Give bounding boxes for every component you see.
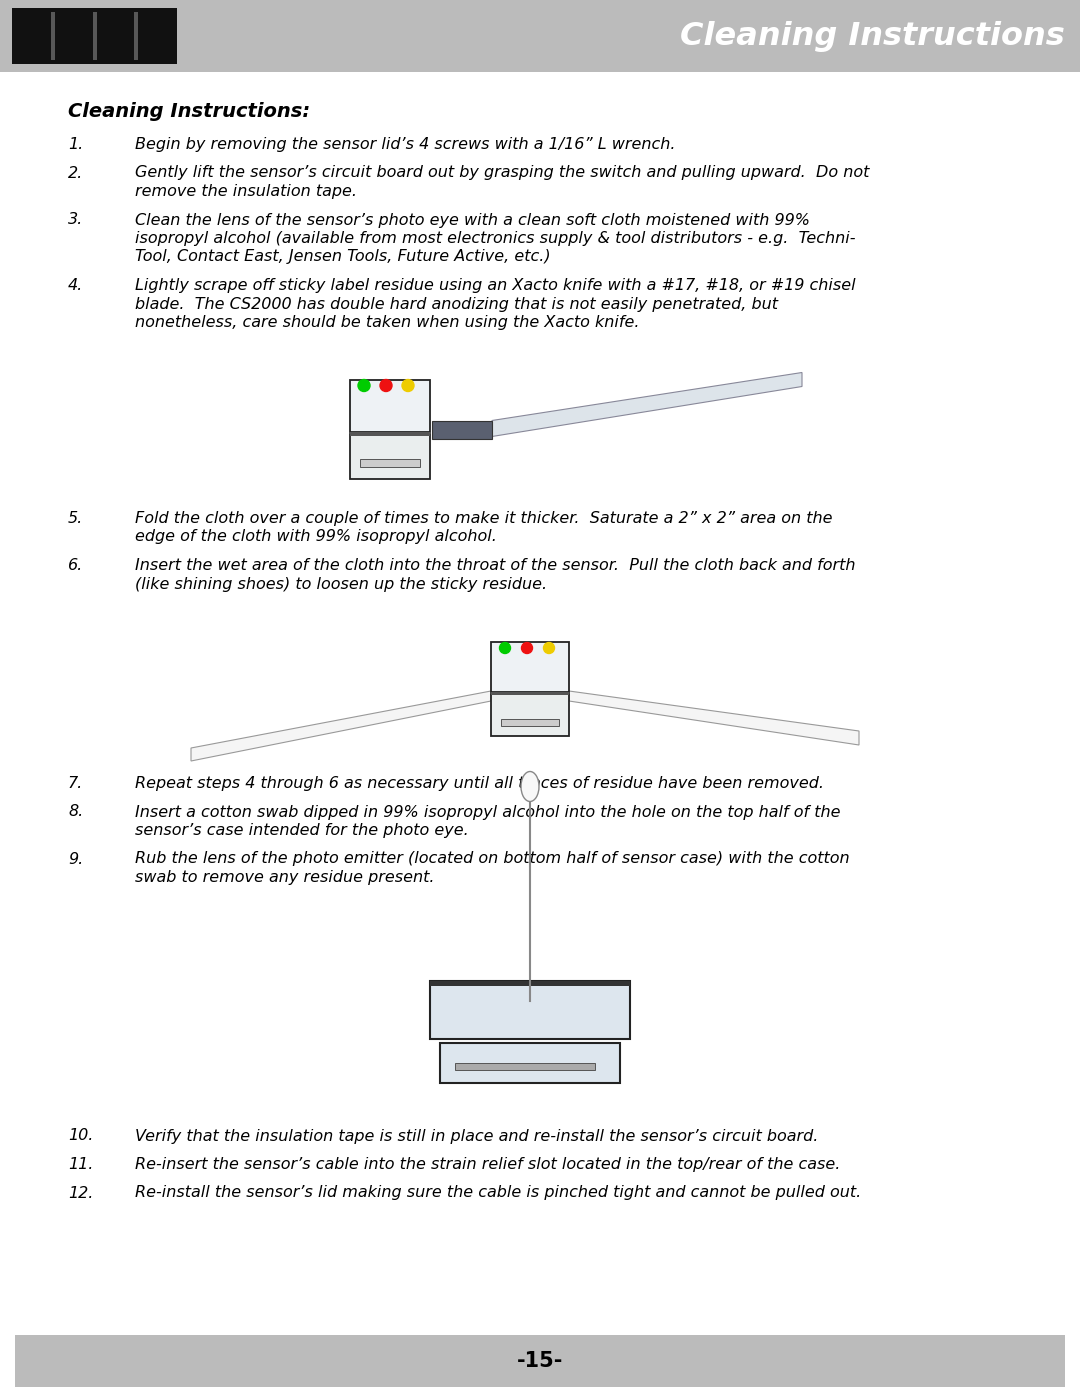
Bar <box>0 0 1080 73</box>
Bar <box>93 13 96 60</box>
Text: Lightly scrape off sticky label residue using an Xacto knife with a #17, #18, or: Lightly scrape off sticky label residue … <box>135 278 855 293</box>
Bar <box>501 719 559 726</box>
Bar <box>134 13 138 60</box>
Bar <box>491 694 569 736</box>
Circle shape <box>357 380 370 391</box>
Circle shape <box>499 643 511 654</box>
Text: Re-install the sensor’s lid making sure the cable is pinched tight and cannot be: Re-install the sensor’s lid making sure … <box>135 1186 861 1200</box>
Bar <box>430 981 630 1038</box>
Circle shape <box>543 643 554 654</box>
Text: Fold the cloth over a couple of times to make it thicker.  Saturate a 2” x 2” ar: Fold the cloth over a couple of times to… <box>135 511 833 527</box>
Text: Insert a cotton swab dipped in 99% isopropyl alcohol into the hole on the top ha: Insert a cotton swab dipped in 99% isopr… <box>135 805 840 820</box>
Bar <box>15 1336 1065 1387</box>
Bar <box>350 380 430 432</box>
Text: nonetheless, care should be taken when using the Xacto knife.: nonetheless, care should be taken when u… <box>135 314 639 330</box>
Text: 11.: 11. <box>68 1157 93 1172</box>
Text: 3.: 3. <box>68 212 83 228</box>
Text: (like shining shoes) to loosen up the sticky residue.: (like shining shoes) to loosen up the st… <box>135 577 548 591</box>
Text: 10.: 10. <box>68 1129 93 1144</box>
Bar <box>360 458 420 467</box>
Text: remove the insulation tape.: remove the insulation tape. <box>135 184 357 198</box>
Text: isopropyl alcohol (available from most electronics supply & tool distributors - : isopropyl alcohol (available from most e… <box>135 231 855 246</box>
Text: edge of the cloth with 99% isopropyl alcohol.: edge of the cloth with 99% isopropyl alc… <box>135 529 497 545</box>
Circle shape <box>402 380 414 391</box>
Ellipse shape <box>521 771 539 802</box>
Bar <box>430 981 630 985</box>
Text: Insert the wet area of the cloth into the throat of the sensor.  Pull the cloth : Insert the wet area of the cloth into th… <box>135 557 855 573</box>
Text: Verify that the insulation tape is still in place and re-install the sensor’s ci: Verify that the insulation tape is still… <box>135 1129 819 1144</box>
Text: 1.: 1. <box>68 137 83 152</box>
Bar <box>455 1063 595 1070</box>
Bar <box>350 432 430 436</box>
Bar <box>440 1042 620 1083</box>
Circle shape <box>380 380 392 391</box>
Bar <box>51 13 55 60</box>
Text: Clean the lens of the sensor’s photo eye with a clean soft cloth moistened with : Clean the lens of the sensor’s photo eye… <box>135 212 810 228</box>
Text: Cleaning Instructions: Cleaning Instructions <box>680 21 1065 52</box>
Circle shape <box>522 643 532 654</box>
Text: 7.: 7. <box>68 775 83 791</box>
Text: 9.: 9. <box>68 852 83 866</box>
Bar <box>491 643 569 692</box>
Text: 4.: 4. <box>68 278 83 293</box>
Bar <box>491 692 569 694</box>
Text: Begin by removing the sensor lid’s 4 screws with a 1/16” L wrench.: Begin by removing the sensor lid’s 4 scr… <box>135 137 675 152</box>
Bar <box>350 433 430 479</box>
Text: 5.: 5. <box>68 511 83 527</box>
Text: 2.: 2. <box>68 165 83 180</box>
Text: sensor’s case intended for the photo eye.: sensor’s case intended for the photo eye… <box>135 823 469 838</box>
Bar <box>12 8 177 64</box>
Text: 12.: 12. <box>68 1186 93 1200</box>
Text: swab to remove any residue present.: swab to remove any residue present. <box>135 870 434 886</box>
Polygon shape <box>569 692 859 745</box>
Text: Repeat steps 4 through 6 as necessary until all traces of residue have been remo: Repeat steps 4 through 6 as necessary un… <box>135 775 824 791</box>
Text: Gently lift the sensor’s circuit board out by grasping the switch and pulling up: Gently lift the sensor’s circuit board o… <box>135 165 869 180</box>
Text: blade.  The CS2000 has double hard anodizing that is not easily penetrated, but: blade. The CS2000 has double hard anodiz… <box>135 296 778 312</box>
Polygon shape <box>492 373 802 436</box>
Text: 6.: 6. <box>68 557 83 573</box>
Polygon shape <box>191 692 491 761</box>
Bar <box>432 420 492 439</box>
Text: Cleaning Instructions:: Cleaning Instructions: <box>68 102 310 122</box>
Text: Rub the lens of the photo emitter (located on bottom half of sensor case) with t: Rub the lens of the photo emitter (locat… <box>135 852 850 866</box>
Text: Re-insert the sensor’s cable into the strain relief slot located in the top/rear: Re-insert the sensor’s cable into the st… <box>135 1157 840 1172</box>
Text: 8.: 8. <box>68 805 83 820</box>
Text: -15-: -15- <box>517 1351 563 1370</box>
Text: Tool, Contact East, Jensen Tools, Future Active, etc.): Tool, Contact East, Jensen Tools, Future… <box>135 250 551 264</box>
